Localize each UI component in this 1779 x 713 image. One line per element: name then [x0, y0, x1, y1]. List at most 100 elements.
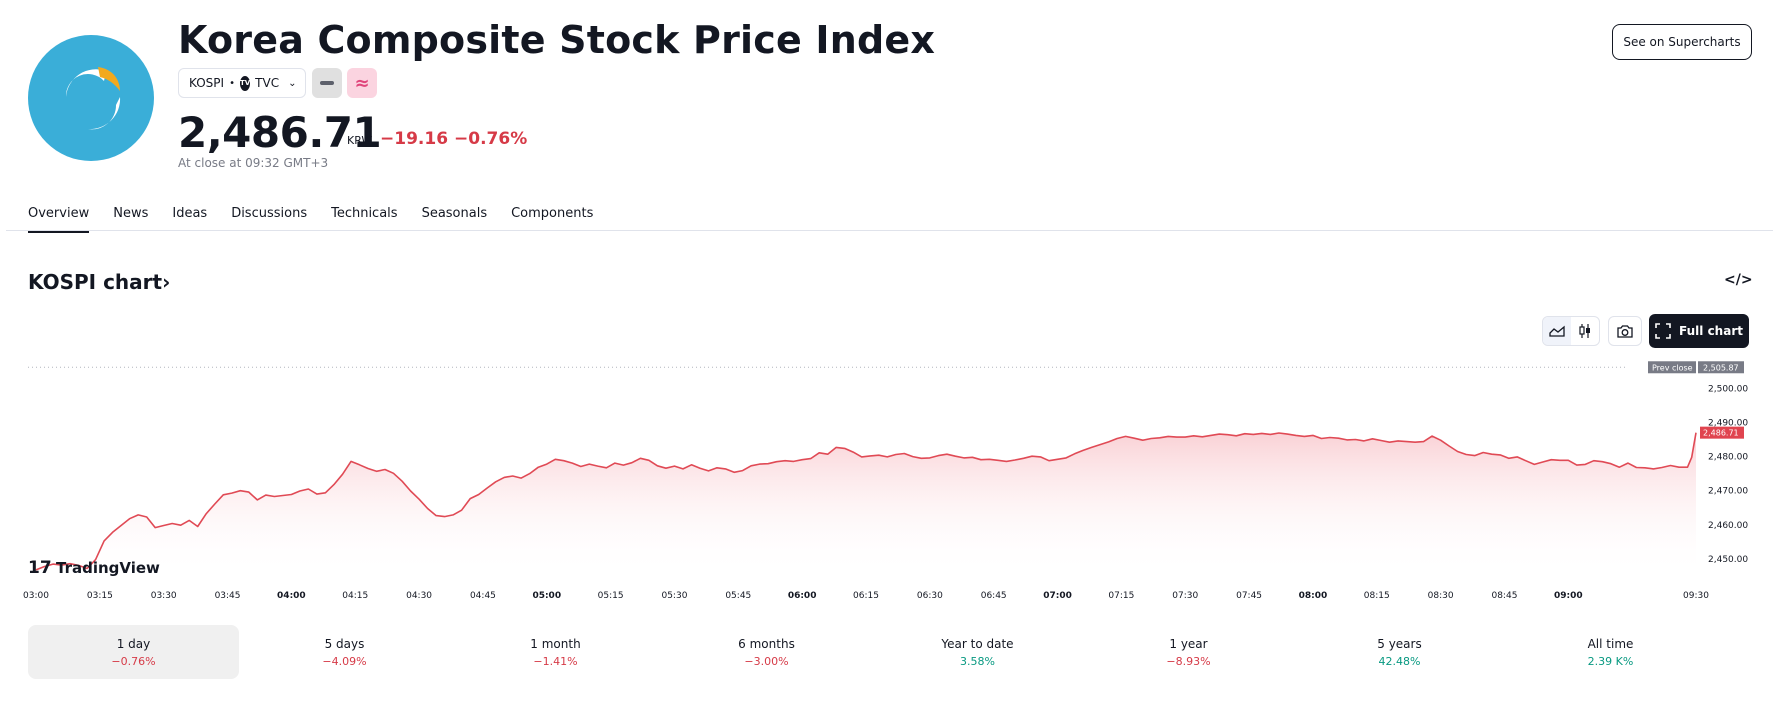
- performance-periods: 1 day −0.76% 5 days −4.09% 1 month −1.41% 6 mo…: [28, 625, 1736, 679]
- embed-code-icon[interactable]: </>: [1724, 272, 1753, 288]
- prev-close-badge: Prev close 2,505.87: [1648, 361, 1744, 374]
- x-tick-label: 07:00: [1043, 591, 1072, 601]
- x-tick-label: 06:00: [788, 591, 817, 601]
- y-tick-label: 2,480.00: [1708, 453, 1748, 463]
- x-tick-label: 08:45: [1491, 591, 1517, 601]
- chevron-down-icon: ⌄: [288, 77, 297, 89]
- tradingview-mark: 17: [28, 558, 52, 578]
- area-chart-button[interactable]: [1543, 317, 1571, 345]
- prev-close-value-bg: [1698, 361, 1744, 374]
- x-tick-label: 08:00: [1299, 591, 1328, 601]
- last-price: 2,486.71: [178, 108, 382, 157]
- tab-bar: Overview News Ideas Discussions Technicals Se…: [28, 206, 617, 233]
- x-tick-label: 08:15: [1364, 591, 1390, 601]
- period-year-to-date[interactable]: Year to date 3.58%: [872, 625, 1083, 679]
- change-percent: −0.76%: [454, 129, 528, 149]
- tradingview-watermark: 17 TradingView: [28, 558, 160, 578]
- x-tick-label: 09:00: [1554, 591, 1583, 601]
- y-tick-label: 2,490.00: [1708, 418, 1748, 428]
- tab-technicals[interactable]: Technicals: [331, 206, 398, 221]
- change-absolute: −19.16: [380, 129, 449, 149]
- approx-icon: ≈: [354, 72, 370, 94]
- tab-seasonals[interactable]: Seasonals: [421, 206, 488, 221]
- period-1-month[interactable]: 1 month −1.41%: [450, 625, 661, 679]
- x-tick-label: 05:00: [532, 591, 561, 601]
- last-price-badge: 2,486.71: [1700, 426, 1744, 439]
- tab-discussions[interactable]: Discussions: [231, 206, 308, 221]
- y-tick-label: 2,460.00: [1708, 521, 1748, 531]
- prev-close-value: 2,505.87: [1703, 363, 1739, 372]
- price-line: [35, 432, 1697, 571]
- x-tick-label: 05:15: [598, 591, 624, 601]
- market-status-button[interactable]: [312, 68, 342, 98]
- period-change: −1.41%: [533, 654, 578, 668]
- page-title: Korea Composite Stock Price Index: [178, 18, 936, 62]
- period-change: 2.39 K%: [1587, 654, 1634, 668]
- delayed-data-button[interactable]: ≈: [347, 68, 377, 98]
- y-tick-label: 2,500.00: [1708, 384, 1748, 394]
- candles-icon: [1579, 324, 1590, 338]
- prev-close-label-bg: [1648, 361, 1696, 374]
- y-tick-label: 2,470.00: [1708, 487, 1748, 497]
- period-change: −8.93%: [1166, 654, 1211, 668]
- period-label: 1 day: [116, 636, 151, 651]
- period-label: All time: [1587, 636, 1634, 651]
- minus-icon: [320, 81, 334, 85]
- full-chart-button[interactable]: Full chart: [1649, 314, 1749, 348]
- x-tick-label: 05:45: [725, 591, 751, 601]
- camera-icon: [1617, 324, 1633, 338]
- symbol-exchange-selector[interactable]: KOSPI • TV TVC ⌄: [178, 68, 306, 98]
- see-on-supercharts-button[interactable]: See on Supercharts: [1612, 24, 1752, 60]
- last-price-bg: [1700, 426, 1744, 439]
- area-chart-icon: [1549, 325, 1565, 337]
- period-change: −0.76%: [111, 654, 156, 668]
- x-tick-label: 03:45: [215, 591, 241, 601]
- x-tick-label: 03:00: [23, 591, 49, 601]
- x-tick-label: 07:30: [1172, 591, 1198, 601]
- price-area-fill: [36, 432, 1696, 575]
- exchange-label: TVC: [255, 76, 280, 90]
- x-tick-label: 07:45: [1236, 591, 1262, 601]
- period-6-months[interactable]: 6 months −3.00%: [661, 625, 872, 679]
- period-label: 6 months: [738, 636, 795, 651]
- period-label: 5 years: [1377, 636, 1422, 651]
- period-5-years[interactable]: 5 years 42.48%: [1294, 625, 1505, 679]
- tab-news[interactable]: News: [113, 206, 149, 221]
- tab-components[interactable]: Components: [511, 206, 594, 221]
- period-5-days[interactable]: 5 days −4.09%: [239, 625, 450, 679]
- chart-section-title[interactable]: KOSPI chart›: [28, 270, 170, 294]
- period-1-year[interactable]: 1 year −8.93%: [1083, 625, 1294, 679]
- x-tick-label: 04:00: [277, 591, 306, 601]
- x-tick-label: 06:45: [981, 591, 1007, 601]
- period-change: −4.09%: [322, 654, 367, 668]
- snapshot-button[interactable]: [1608, 316, 1642, 346]
- x-tick-label: 03:15: [87, 591, 113, 601]
- tab-overview[interactable]: Overview: [28, 206, 90, 233]
- separator-dot: •: [229, 77, 235, 89]
- period-label: 1 month: [530, 636, 581, 651]
- kospi-logo: [28, 35, 154, 161]
- tab-ideas[interactable]: Ideas: [172, 206, 208, 221]
- price-chart[interactable]: 2,450.00 2,460.00 2,470.00 2,480.00 2,490.00…: [0, 360, 1779, 610]
- period-change: 3.58%: [960, 654, 995, 668]
- x-tick-label: 05:30: [661, 591, 687, 601]
- last-price-label: 2,486.71: [1703, 429, 1739, 438]
- x-tick-label: 06:30: [917, 591, 943, 601]
- fullscreen-icon: [1655, 323, 1671, 339]
- candles-chart-button[interactable]: [1571, 317, 1599, 345]
- chart-type-toggle: [1542, 316, 1600, 346]
- kospi-logo-mark: [65, 67, 121, 130]
- period-change: 42.48%: [1378, 654, 1421, 668]
- y-tick-label: 2,450.00: [1708, 555, 1748, 565]
- chevron-right-icon: ›: [162, 270, 171, 294]
- chart-title-text: KOSPI chart: [28, 270, 163, 294]
- period-label: Year to date: [941, 636, 1014, 651]
- tradingview-wordmark: TradingView: [56, 559, 160, 577]
- period-label: 5 days: [324, 636, 365, 651]
- period-1-day[interactable]: 1 day −0.76%: [28, 625, 239, 679]
- prev-close-label: Prev close: [1652, 363, 1693, 372]
- symbol-label: KOSPI: [189, 76, 225, 90]
- period-all-time[interactable]: All time 2.39 K%: [1505, 625, 1716, 679]
- tv-exchange-icon: TV: [239, 75, 251, 91]
- x-tick-label: 06:15: [853, 591, 879, 601]
